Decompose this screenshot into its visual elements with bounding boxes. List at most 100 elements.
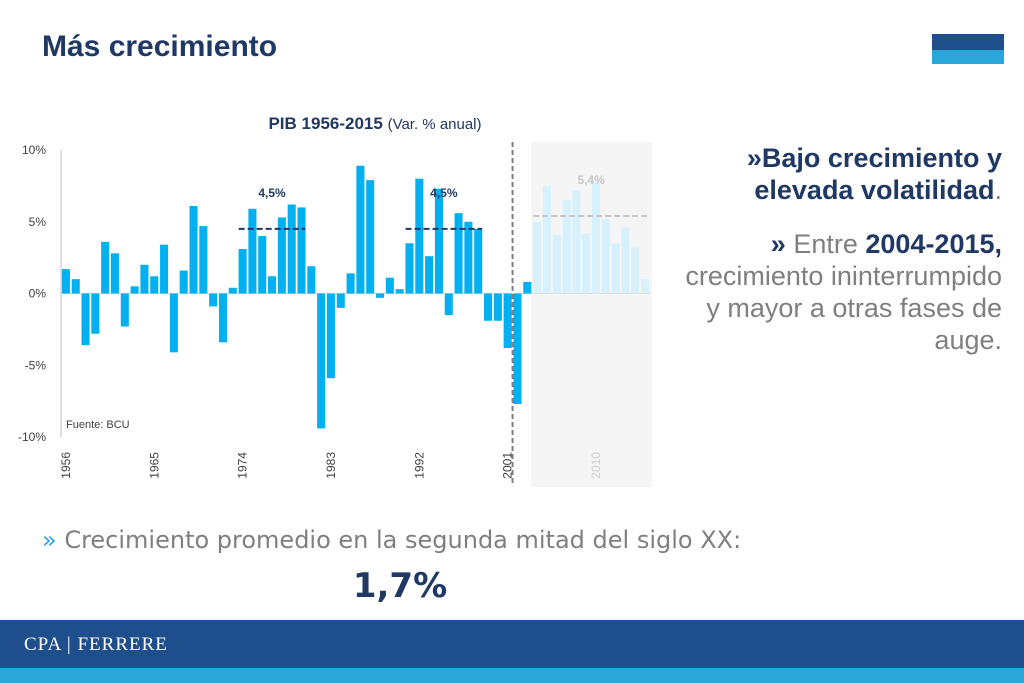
- bar-1990: [395, 289, 404, 294]
- average-label-2: 4,5%: [430, 186, 458, 200]
- note-1-highlight: Bajo crecimiento y elevada volatilidad: [754, 143, 1002, 205]
- bottom-bullet: »: [42, 526, 57, 554]
- bar-1962: [120, 293, 129, 327]
- bar-1970: [199, 226, 208, 294]
- bar-1976: [258, 236, 267, 294]
- bar-1974: [238, 249, 247, 294]
- bar-1967: [169, 293, 178, 353]
- bar-1991: [405, 243, 414, 294]
- bar-1977: [268, 276, 277, 294]
- bar-2010: [591, 181, 601, 294]
- chart-title: PIB 1956-2015 (Var. % anual): [160, 114, 590, 134]
- bar-2011: [601, 218, 610, 294]
- bar-1985: [346, 273, 355, 294]
- bar-2012: [611, 243, 620, 294]
- bar-1971: [209, 293, 218, 307]
- bar-2008: [572, 190, 581, 294]
- bar-1986: [356, 165, 365, 294]
- footer-stripe: [0, 668, 1024, 683]
- bar-1992: [415, 178, 424, 294]
- x-tick-label: 1965: [147, 452, 161, 479]
- bar-1979: [287, 204, 296, 294]
- bar-1975: [248, 208, 257, 294]
- x-tick-label: 2010: [589, 452, 603, 479]
- bar-1972: [218, 293, 227, 343]
- bar-1961: [110, 253, 120, 294]
- bar-2006: [552, 234, 561, 294]
- bar-1988: [376, 293, 385, 298]
- bar-1989: [385, 277, 394, 294]
- bar-2015: [641, 279, 650, 294]
- bar-1969: [189, 205, 198, 294]
- average-label-3: 5,4%: [577, 173, 605, 187]
- bar-1984: [336, 293, 345, 308]
- note-2-bullet: »: [770, 229, 786, 259]
- y-tick-label: 0%: [29, 287, 47, 301]
- bar-1959: [91, 293, 100, 334]
- average-growth-value: 1,7%: [352, 566, 448, 606]
- bar-1987: [366, 180, 375, 294]
- bar-2000: [493, 293, 502, 321]
- bar-1998: [474, 228, 483, 294]
- bar-1966: [160, 244, 169, 294]
- bar-1993: [425, 256, 434, 294]
- bar-2004: [533, 221, 542, 294]
- bar-1994: [434, 188, 443, 294]
- logo-band-dark: [932, 34, 1004, 50]
- x-tick-label: 1992: [412, 452, 426, 479]
- bar-1978: [277, 217, 286, 294]
- bar-1958: [81, 293, 90, 346]
- bar-2013: [621, 227, 630, 294]
- bar-1981: [307, 266, 316, 294]
- bar-1995: [444, 293, 453, 316]
- bar-2002: [513, 293, 522, 404]
- bar-2005: [542, 185, 551, 294]
- note-2-period: 2004-2015,: [865, 229, 1002, 259]
- bar-1956: [61, 269, 70, 294]
- bar-1968: [179, 270, 188, 294]
- bar-1960: [101, 241, 110, 294]
- source-note: Fuente: BCU: [66, 419, 130, 431]
- bar-2009: [582, 233, 591, 294]
- bottom-text: Crecimiento promedio en la segunda mitad…: [56, 526, 742, 554]
- note-2: » Entre 2004-2015, crecimiento ininterru…: [680, 228, 1002, 356]
- bar-1982: [317, 293, 326, 429]
- bar-2007: [562, 200, 571, 294]
- brand-logo-mark: [932, 34, 1004, 64]
- x-tick-label: 1956: [59, 452, 73, 479]
- x-tick-label: 2001: [501, 452, 515, 479]
- bar-1997: [464, 221, 473, 294]
- bar-2003: [523, 282, 532, 294]
- bar-1999: [484, 293, 493, 321]
- note-1-end: .: [994, 175, 1002, 205]
- y-tick-label: -10%: [18, 430, 46, 444]
- recent-period-shade: [531, 142, 652, 487]
- note-2-pre: Entre: [785, 229, 866, 259]
- gdp-bar-chart: 10% 5% 0% -5% -10% 4,5% 4,5% 5,4% 1956 1965 1974 19…: [18, 142, 652, 487]
- footer-bar: [0, 620, 1024, 668]
- note-1: »Bajo crecimiento y elevada volatilidad.: [680, 142, 1002, 206]
- y-tick-label: -5%: [25, 358, 47, 372]
- bar-1973: [228, 287, 237, 294]
- bar-1965: [150, 276, 159, 294]
- bar-1996: [454, 213, 463, 294]
- bottom-statement: » Crecimiento promedio en la segunda mit…: [42, 526, 762, 554]
- average-label-1: 4,5%: [258, 186, 286, 200]
- note-2-post: crecimiento ininterrumpido y mayor a otr…: [685, 261, 1002, 355]
- logo-band-light: [932, 50, 1004, 64]
- bar-1963: [130, 286, 139, 294]
- bar-1980: [297, 207, 306, 294]
- slide-title: Más crecimiento: [42, 30, 278, 63]
- bar-1964: [140, 264, 149, 294]
- bar-2014: [631, 247, 640, 294]
- bar-1957: [71, 279, 80, 294]
- note-1-bullet: »: [746, 143, 762, 173]
- x-tick-label: 1974: [236, 452, 250, 479]
- notes-panel: »Bajo crecimiento y elevada volatilidad.…: [680, 142, 1002, 378]
- bar-1983: [326, 293, 335, 379]
- chart-title-main: PIB 1956-2015: [268, 114, 383, 133]
- bar-2001: [503, 293, 512, 349]
- footer-brand: CPA | FERRERE: [24, 634, 168, 655]
- y-tick-label: 5%: [29, 215, 47, 229]
- y-tick-label: 10%: [22, 143, 46, 157]
